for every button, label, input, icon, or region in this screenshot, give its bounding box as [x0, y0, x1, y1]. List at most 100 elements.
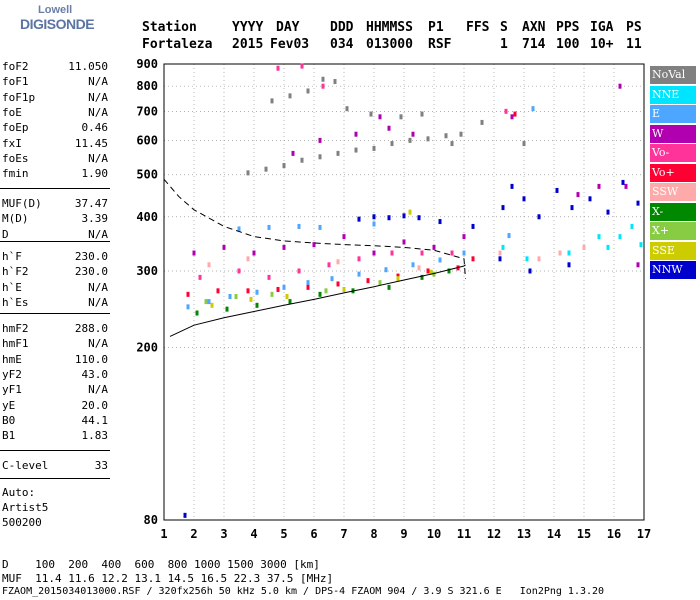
- param-value: N/A: [88, 280, 108, 294]
- lowell-digisonde-logo: Lowell DIGISONDE: [0, 0, 120, 40]
- param-value: N/A: [88, 105, 108, 119]
- echo-point-w: [354, 131, 358, 137]
- param-name: MUF(D): [2, 197, 42, 210]
- echo-point-noval: [459, 131, 463, 137]
- echo-point-w: [282, 244, 286, 250]
- param-value: N/A: [88, 227, 108, 241]
- echo-point-x-: [204, 299, 208, 305]
- param-value: 230.0: [74, 265, 108, 279]
- file-info-line: FZAOM_2015034013000.RSF / 320fx256h 50 k…: [2, 586, 605, 597]
- param-row: yF2 43.0: [2, 368, 108, 382]
- echo-point-nne: [606, 244, 610, 250]
- echo-point-vo-: [297, 268, 301, 274]
- param-row: fxI 11.45: [2, 137, 108, 151]
- param-row: M(D) 3.39: [2, 212, 108, 226]
- legend-item-noval: NoVal: [650, 66, 696, 84]
- echo-point-nnw: [588, 196, 592, 202]
- legend-item-x-: X+: [650, 222, 696, 240]
- y-tick-label: 700: [136, 104, 158, 118]
- y-tick-label: 900: [136, 57, 158, 71]
- echo-point-vo-: [306, 284, 310, 290]
- echo-point-nnw: [417, 215, 421, 221]
- echo-point-w: [312, 242, 316, 248]
- echo-point-noval: [264, 166, 268, 172]
- echo-point-w: [624, 183, 628, 189]
- param-row: B1 1.83: [2, 429, 108, 443]
- param-row: foF2 11.050: [2, 60, 108, 74]
- echo-point-w: [387, 125, 391, 131]
- echo-point-sse: [408, 209, 412, 215]
- param-row: hmF1 N/A: [2, 337, 108, 351]
- header-value-4: 013000: [366, 37, 413, 52]
- echo-point-vo-: [276, 65, 280, 71]
- param-name: foE: [2, 105, 22, 119]
- y-tick-label: 800: [136, 79, 158, 93]
- echo-point-nnw: [510, 183, 514, 189]
- echo-point-vo-: [450, 250, 454, 256]
- param-separator: [0, 188, 110, 189]
- echo-point-nnw: [402, 213, 406, 219]
- echo-point-e: [507, 233, 511, 239]
- echo-point-ssw: [537, 256, 541, 262]
- x-tick-label: 4: [250, 527, 257, 541]
- header-value-2: Fev03: [270, 37, 310, 52]
- param-separator: [0, 241, 110, 242]
- echo-point-noval: [354, 147, 358, 153]
- y-tick-label: 80: [144, 513, 158, 527]
- param-value: N/A: [88, 75, 108, 89]
- param-row: foEs N/A: [2, 152, 108, 166]
- param-separator: [0, 313, 110, 314]
- param-value: 11.45: [74, 136, 108, 150]
- echo-point-nnw: [357, 216, 361, 222]
- header-value-10: 10+: [590, 37, 614, 52]
- echo-point-w: [378, 114, 382, 120]
- plot-frame: [163, 63, 645, 521]
- echo-point-noval: [318, 154, 322, 160]
- x-tick-label: 5: [280, 527, 287, 541]
- echo-point-e: [237, 226, 241, 232]
- param-name: foEs: [2, 151, 29, 165]
- echo-point-nnw: [528, 268, 532, 274]
- echo-point-w: [576, 192, 580, 198]
- echo-point-nne: [525, 256, 529, 262]
- param-row: h`F 230.0: [2, 250, 108, 264]
- distance-scale-line: D 100 200 400 600 800 1000 1500 3000 [km…: [2, 558, 320, 571]
- param-name: h`E: [2, 280, 22, 294]
- x-tick-label: 7: [340, 527, 347, 541]
- echo-point-x-: [195, 310, 199, 316]
- header-label-7: S: [500, 20, 508, 35]
- param-value: 44.1: [81, 413, 109, 427]
- echo-point-nne: [597, 234, 601, 240]
- header-value-8: 714: [522, 37, 546, 52]
- param-row: yF1 N/A: [2, 383, 108, 397]
- param-value: 20.0: [81, 398, 109, 412]
- echo-point-e: [462, 250, 466, 256]
- legend-item-x-: X-: [650, 202, 696, 221]
- param-row: MUF(D) 37.47: [2, 197, 108, 211]
- param-row: B0 44.1: [2, 414, 108, 428]
- param-name: M(D): [2, 212, 29, 226]
- echo-point-e: [330, 276, 334, 282]
- echo-point-nnw: [438, 219, 442, 225]
- echo-point-noval: [399, 114, 403, 120]
- param-name: hmF1: [2, 337, 29, 351]
- param-row: h`F2 230.0: [2, 265, 108, 279]
- legend-item-vo-: Vo+: [650, 163, 696, 182]
- y-tick-label: 200: [136, 340, 158, 354]
- param-value: 33: [94, 459, 108, 472]
- param-value: 0.46: [81, 121, 109, 135]
- echo-point-nnw: [537, 214, 541, 220]
- echo-point-vo-: [426, 268, 430, 274]
- logo-line1: Lowell: [38, 4, 73, 16]
- echo-point-w: [618, 83, 622, 89]
- echo-point-x-: [387, 284, 391, 290]
- echo-point-vo-: [237, 268, 241, 274]
- echo-point-nne: [630, 223, 634, 229]
- echo-point-w: [342, 234, 346, 240]
- param-value: N/A: [88, 90, 108, 104]
- echo-point-vo-: [513, 111, 517, 117]
- echo-point-nne: [567, 250, 571, 256]
- param-value: N/A: [88, 151, 108, 165]
- echo-point-e: [207, 299, 211, 305]
- echo-point-e: [306, 280, 310, 286]
